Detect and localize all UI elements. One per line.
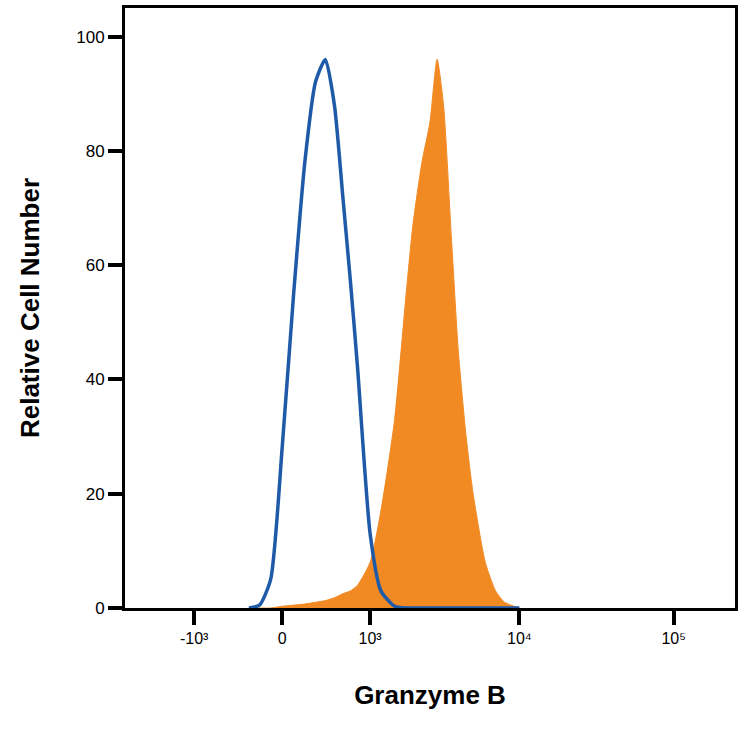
svg-text:20: 20 <box>86 485 105 504</box>
svg-text:100: 100 <box>76 28 104 47</box>
svg-text:60: 60 <box>86 256 105 275</box>
svg-text:-10³: -10³ <box>180 630 209 647</box>
svg-text:Relative Cell Number: Relative Cell Number <box>15 178 45 438</box>
svg-text:10⁴: 10⁴ <box>507 630 532 647</box>
svg-text:Granzyme B: Granzyme B <box>354 680 506 710</box>
svg-text:10³: 10³ <box>359 630 383 647</box>
svg-text:80: 80 <box>86 142 105 161</box>
svg-text:10⁵: 10⁵ <box>661 630 685 647</box>
svg-text:0: 0 <box>278 630 287 647</box>
svg-text:0: 0 <box>95 599 104 618</box>
svg-text:40: 40 <box>86 370 105 389</box>
